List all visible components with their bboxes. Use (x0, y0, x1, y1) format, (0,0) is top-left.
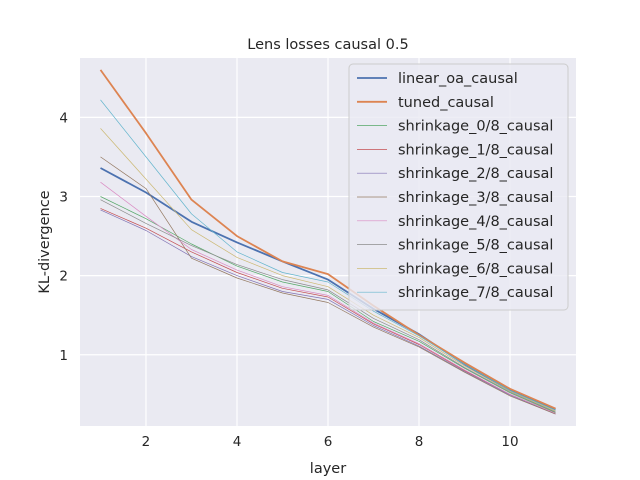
legend-label: shrinkage_3/8_causal (398, 190, 553, 206)
series-line-4 (100, 209, 556, 415)
series-line-8 (100, 128, 556, 412)
y-tick-label: 4 (59, 110, 68, 126)
legend-label: linear_oa_causal (398, 71, 518, 87)
y-tick-labels: 1 2 3 4 (59, 110, 68, 363)
x-tick-label: 8 (415, 434, 424, 450)
legend-label: shrinkage_2/8_causal (398, 166, 553, 182)
y-tick-label: 1 (59, 348, 68, 364)
x-tick-labels: 2 4 6 8 10 (142, 434, 519, 450)
x-tick-label: 10 (501, 434, 518, 450)
legend-label: shrinkage_1/8_causal (398, 142, 553, 158)
legend-label: shrinkage_5/8_causal (398, 238, 553, 254)
y-tick-label: 2 (59, 269, 68, 285)
series-line-9 (100, 99, 556, 411)
x-tick-label: 4 (233, 434, 242, 450)
series-line-1 (99, 69, 556, 410)
y-axis-label: KL-divergence (37, 190, 53, 293)
legend-box (348, 63, 569, 311)
series-line-7 (100, 199, 556, 413)
x-axis-label: layer (310, 461, 346, 477)
legend-label: tuned_causal (398, 95, 494, 111)
series-lines (99, 69, 556, 415)
x-tick-label: 2 (142, 434, 151, 450)
legend-label: shrinkage_6/8_causal (398, 261, 553, 277)
x-tick-label: 6 (324, 434, 333, 450)
legend-label: shrinkage_0/8_causal (398, 119, 553, 135)
y-tick-label: 3 (59, 189, 68, 205)
series-line-5 (100, 156, 556, 415)
chart-title: Lens losses causal 0.5 (247, 37, 408, 53)
legend: linear_oa_causal tuned_causal shrinkage_0/… (348, 63, 569, 311)
series-line-3 (100, 208, 556, 414)
legend-label: shrinkage_4/8_causal (398, 214, 553, 230)
legend-label: shrinkage_7/8_causal (398, 285, 553, 301)
